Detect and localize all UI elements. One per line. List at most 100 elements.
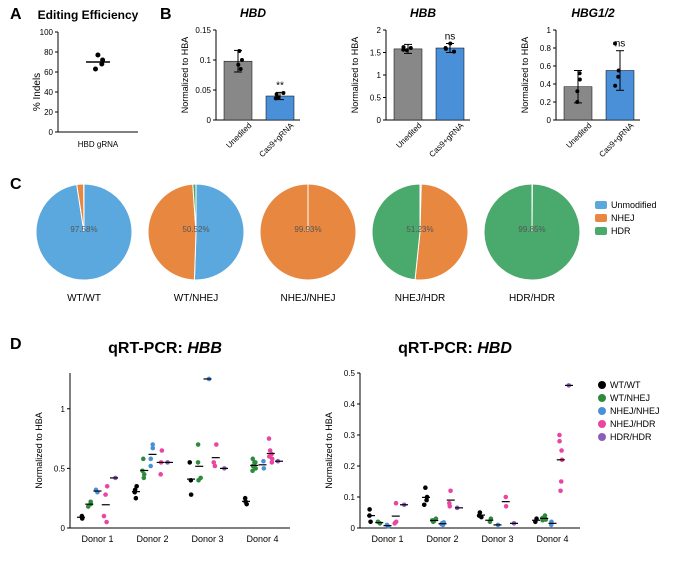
- panel-d-label: D: [10, 336, 22, 354]
- svg-text:0.2: 0.2: [344, 462, 356, 471]
- svg-text:80: 80: [44, 48, 53, 57]
- figure-root: A Editing Efficiency % Indels HBD gRNA 0…: [0, 0, 686, 575]
- svg-text:Cas9+gRNA: Cas9+gRNA: [427, 121, 465, 159]
- svg-text:99.93%: 99.93%: [294, 225, 321, 234]
- legend-swatch: [595, 214, 607, 222]
- svg-text:Unedited: Unedited: [394, 121, 423, 150]
- legend-dot: [598, 394, 606, 402]
- legend-row: WT/WT: [598, 380, 660, 390]
- svg-text:99.85%: 99.85%: [518, 225, 545, 234]
- svg-text:0.2: 0.2: [540, 98, 552, 107]
- svg-text:0.4: 0.4: [344, 400, 356, 409]
- svg-text:0.1: 0.1: [200, 56, 212, 65]
- panel-b-chart: HBD00.050.10.15Normalized to HBAUnedited…: [178, 6, 328, 175]
- pie-wrap: 51.23%NHEJ/HDR: [368, 180, 472, 304]
- panel-b-chart: HBB00.511.52Normalized to HBAUneditedCas…: [348, 6, 498, 175]
- svg-text:0.5: 0.5: [344, 369, 356, 378]
- svg-text:0.05: 0.05: [195, 86, 211, 95]
- panel-d-title: qRT-PCR: HBD: [320, 340, 590, 358]
- legend-row: Unmodified: [595, 200, 657, 210]
- svg-text:0: 0: [207, 116, 212, 125]
- legend-dot: [598, 420, 606, 428]
- pie-label: WT/NHEJ: [144, 293, 248, 304]
- svg-text:0: 0: [49, 128, 54, 137]
- legend-swatch: [595, 227, 607, 235]
- legend-swatch: [595, 201, 607, 209]
- pie-label: HDR/HDR: [480, 293, 584, 304]
- pie-wrap: 99.93% NHEJ/NHEJ: [256, 180, 360, 304]
- svg-text:100: 100: [40, 28, 54, 37]
- svg-text:ns: ns: [445, 32, 456, 43]
- panel-a: Editing Efficiency % Indels HBD gRNA 020…: [28, 8, 148, 157]
- legend-row: HDR/HDR: [598, 432, 660, 442]
- legend-text: HDR/HDR: [610, 432, 652, 442]
- svg-text:60: 60: [44, 68, 53, 77]
- svg-text:0: 0: [377, 116, 382, 125]
- svg-text:Donor 1: Donor 1: [371, 534, 403, 544]
- svg-text:0: 0: [547, 116, 552, 125]
- svg-text:Donor 3: Donor 3: [481, 534, 513, 544]
- svg-text:Normalized to HBA: Normalized to HBA: [34, 412, 44, 489]
- legend-text: WT/NHEJ: [610, 393, 650, 403]
- svg-text:Cas9+gRNA: Cas9+gRNA: [597, 121, 635, 159]
- svg-text:20: 20: [44, 108, 53, 117]
- svg-text:0.3: 0.3: [344, 431, 356, 440]
- svg-text:Unedited: Unedited: [564, 121, 593, 150]
- svg-text:Normalized to HBA: Normalized to HBA: [520, 37, 530, 114]
- panel-d-chart: qRT-PCR: HBD 0 0.1 0.2 0.3 0.4 0.5 Normalized t…: [320, 340, 590, 563]
- svg-text:0.1: 0.1: [344, 493, 356, 502]
- pie-label: NHEJ/HDR: [368, 293, 472, 304]
- panel-b-chart-title: HBG1/2: [518, 6, 668, 20]
- legend-text: NHEJ/HDR: [610, 419, 656, 429]
- svg-text:40: 40: [44, 88, 53, 97]
- panel-d-legend: WT/WT WT/NHEJ NHEJ/NHEJ NHEJ/HDR HDR/HDR: [598, 380, 660, 445]
- svg-text:0.4: 0.4: [540, 80, 552, 89]
- legend-dot: [598, 433, 606, 441]
- panel-a-xcat: HBD gRNA: [78, 140, 119, 149]
- legend-text: WT/WT: [610, 380, 641, 390]
- legend-dot: [598, 407, 606, 415]
- svg-text:ns: ns: [615, 39, 626, 50]
- panel-b-label: B: [160, 6, 172, 24]
- panel-c-legend: UnmodifiedNHEJHDR: [595, 200, 657, 239]
- svg-text:Cas9+gRNA: Cas9+gRNA: [257, 121, 295, 159]
- panel-d-title: qRT-PCR: HBB: [30, 340, 300, 358]
- svg-text:Normalized to HBA: Normalized to HBA: [180, 37, 190, 114]
- panel-a-chart: % Indels HBD gRNA 0 20 40 60 80 100: [28, 22, 148, 152]
- pie-label: NHEJ/NHEJ: [256, 293, 360, 304]
- svg-text:Donor 2: Donor 2: [426, 534, 458, 544]
- pie-wrap: 50.52%WT/NHEJ: [144, 180, 248, 304]
- svg-text:1: 1: [377, 71, 382, 80]
- legend-row: NHEJ/HDR: [598, 419, 660, 429]
- panel-d-chart: qRT-PCR: HBB00.51Normalized to HBADonor …: [30, 340, 300, 563]
- panel-a-ylabel: % Indels: [32, 73, 43, 111]
- legend-row: NHEJ/NHEJ: [598, 406, 660, 416]
- pie-label: WT/WT: [32, 293, 136, 304]
- svg-text:Unedited: Unedited: [224, 121, 253, 150]
- svg-text:**: **: [276, 80, 284, 91]
- panel-b: HBD00.050.10.15Normalized to HBAUnedited…: [178, 6, 678, 175]
- svg-text:1.5: 1.5: [370, 49, 382, 58]
- svg-text:Donor 1: Donor 1: [81, 534, 113, 544]
- legend-row: NHEJ: [595, 213, 657, 223]
- svg-text:Donor 4: Donor 4: [536, 534, 568, 544]
- svg-text:97.58%: 97.58%: [70, 225, 97, 234]
- svg-text:Donor 2: Donor 2: [136, 534, 168, 544]
- svg-text:Normalized to HBA: Normalized to HBA: [350, 37, 360, 114]
- legend-text: NHEJ/NHEJ: [610, 406, 660, 416]
- svg-text:Donor 3: Donor 3: [191, 534, 223, 544]
- svg-text:0.6: 0.6: [540, 62, 552, 71]
- legend-text: NHEJ: [611, 213, 635, 223]
- panel-c: 97.58% WT/WT 50.52%WT/NHEJ 99.93% NHEJ/NHEJ 5…: [28, 180, 588, 304]
- svg-text:Donor 4: Donor 4: [246, 534, 278, 544]
- legend-text: Unmodified: [611, 200, 657, 210]
- pie-wrap: 97.58% WT/WT: [32, 180, 136, 304]
- panel-c-label: C: [10, 176, 22, 194]
- svg-text:2: 2: [377, 26, 382, 35]
- panel-b-chart-title: HBB: [348, 6, 498, 20]
- svg-text:Normalized to HBA: Normalized to HBA: [324, 412, 334, 489]
- panel-d: qRT-PCR: HBB00.51Normalized to HBADonor …: [30, 340, 590, 563]
- svg-text:0: 0: [61, 524, 66, 533]
- svg-text:0.15: 0.15: [195, 26, 211, 35]
- svg-text:0: 0: [351, 524, 356, 533]
